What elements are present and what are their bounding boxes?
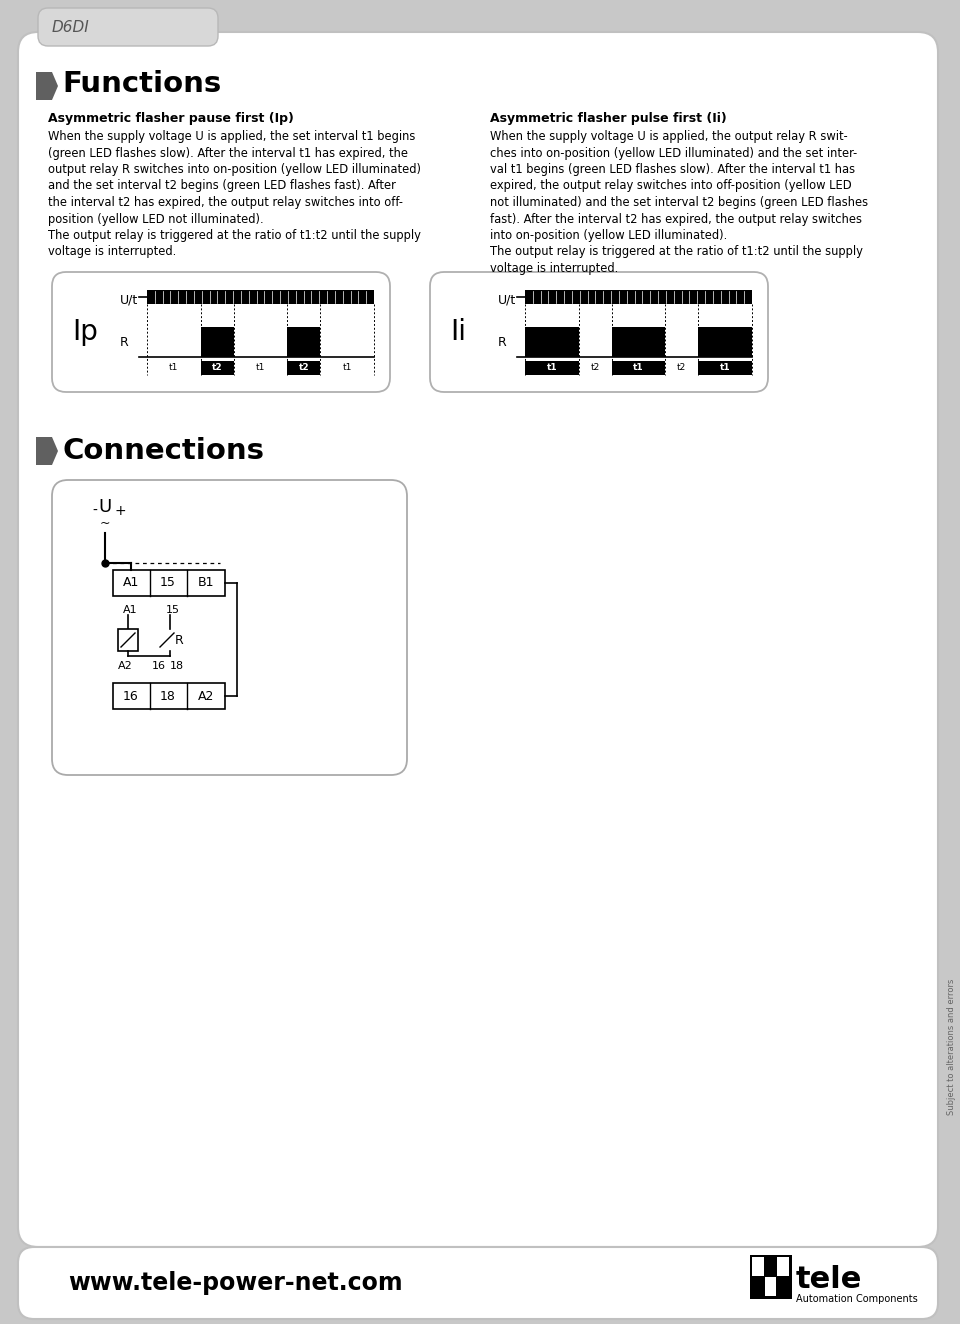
FancyBboxPatch shape xyxy=(430,271,768,392)
Text: 15: 15 xyxy=(166,605,180,616)
Bar xyxy=(525,361,579,375)
Text: When the supply voltage U is applied, the set interval t1 begins
(green LED flas: When the supply voltage U is applied, th… xyxy=(48,130,421,258)
Text: t1: t1 xyxy=(720,364,731,372)
Polygon shape xyxy=(36,71,58,101)
Bar xyxy=(778,1256,789,1276)
Text: 18: 18 xyxy=(160,690,176,703)
Text: t2: t2 xyxy=(677,364,686,372)
FancyBboxPatch shape xyxy=(52,271,390,392)
FancyBboxPatch shape xyxy=(52,481,407,775)
Text: R: R xyxy=(120,335,129,348)
FancyBboxPatch shape xyxy=(38,8,218,46)
Text: A1: A1 xyxy=(123,605,137,616)
Bar xyxy=(525,290,752,305)
Text: 16: 16 xyxy=(123,690,139,703)
Text: t2: t2 xyxy=(590,364,600,372)
Bar xyxy=(698,327,752,357)
Text: t2: t2 xyxy=(212,364,223,372)
Text: Ii: Ii xyxy=(450,318,466,346)
Text: 18: 18 xyxy=(170,661,184,671)
FancyBboxPatch shape xyxy=(18,1247,938,1319)
Text: t1: t1 xyxy=(343,364,352,372)
Text: Ip: Ip xyxy=(72,318,98,346)
Text: tele: tele xyxy=(796,1264,862,1294)
Text: R: R xyxy=(498,335,507,348)
Bar xyxy=(287,327,321,357)
Text: Automation Components: Automation Components xyxy=(796,1294,918,1304)
Bar xyxy=(525,327,579,357)
Text: www.tele-power-net.com: www.tele-power-net.com xyxy=(68,1271,402,1295)
Bar xyxy=(752,1256,763,1276)
Text: D6DI: D6DI xyxy=(52,20,89,34)
Text: t1: t1 xyxy=(255,364,265,372)
Text: Subject to alterations and errors: Subject to alterations and errors xyxy=(948,978,956,1115)
FancyBboxPatch shape xyxy=(18,32,938,1247)
Text: ~: ~ xyxy=(100,516,110,530)
Polygon shape xyxy=(36,437,58,465)
Bar xyxy=(201,361,233,375)
Bar xyxy=(287,361,321,375)
Bar xyxy=(113,571,225,596)
Text: t2: t2 xyxy=(299,364,309,372)
Text: t1: t1 xyxy=(169,364,179,372)
Bar xyxy=(612,361,665,375)
Text: U/t: U/t xyxy=(120,294,138,306)
Text: U/t: U/t xyxy=(498,294,516,306)
Bar xyxy=(147,290,374,305)
Text: When the supply voltage U is applied, the output relay R swit-
ches into on-posi: When the supply voltage U is applied, th… xyxy=(490,130,868,275)
Text: A2: A2 xyxy=(198,690,214,703)
Text: +: + xyxy=(115,504,127,518)
Text: Functions: Functions xyxy=(62,70,221,98)
Text: 15: 15 xyxy=(160,576,176,589)
Text: -: - xyxy=(92,504,97,518)
Text: U: U xyxy=(98,498,111,516)
Bar xyxy=(765,1278,777,1296)
Bar xyxy=(612,327,665,357)
Text: Connections: Connections xyxy=(62,437,264,465)
Text: t1: t1 xyxy=(546,364,557,372)
Text: t1: t1 xyxy=(634,364,644,372)
Bar xyxy=(113,683,225,708)
Bar xyxy=(750,1255,792,1299)
Text: Asymmetric flasher pulse first (Ii): Asymmetric flasher pulse first (Ii) xyxy=(490,113,727,124)
Bar xyxy=(118,629,138,651)
Text: 16: 16 xyxy=(152,661,166,671)
Text: R: R xyxy=(175,633,183,646)
Bar xyxy=(698,361,752,375)
Bar xyxy=(201,327,233,357)
Text: B1: B1 xyxy=(198,576,214,589)
Text: A1: A1 xyxy=(123,576,139,589)
Text: A2: A2 xyxy=(118,661,132,671)
Text: Asymmetric flasher pause first (Ip): Asymmetric flasher pause first (Ip) xyxy=(48,113,294,124)
